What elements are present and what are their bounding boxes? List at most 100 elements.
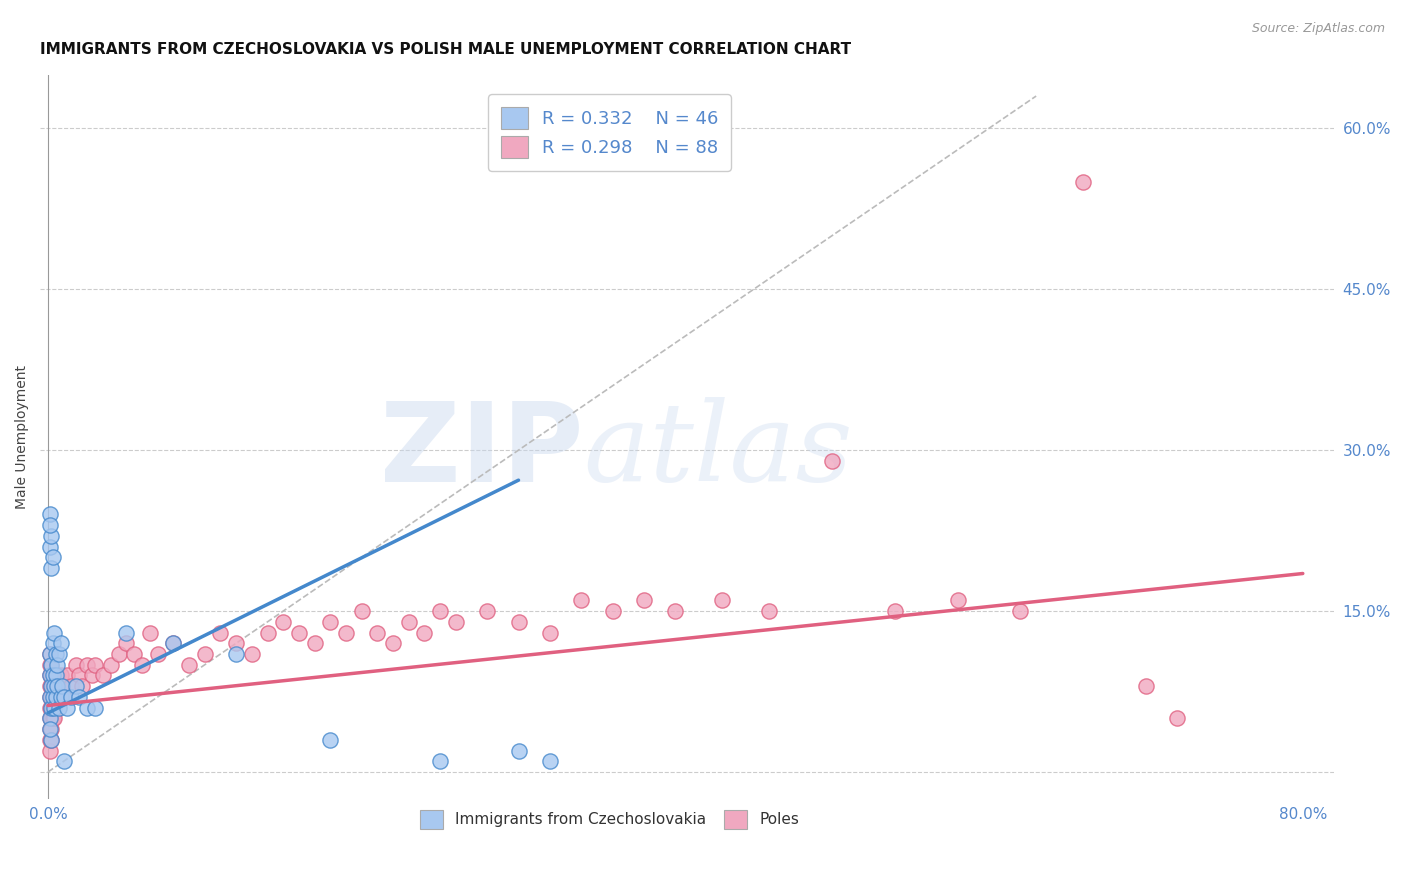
- Point: [1166, 711, 1188, 725]
- Text: Source: ZipAtlas.com: Source: ZipAtlas.com: [1251, 22, 1385, 36]
- Point: [80, 668, 103, 682]
- Point: [45, 690, 67, 704]
- Point: [84, 700, 107, 714]
- Point: [100, 657, 122, 672]
- Point: [49, 690, 72, 704]
- Point: [39, 657, 62, 672]
- Point: [271, 615, 294, 629]
- Point: [39, 700, 62, 714]
- Point: [115, 625, 138, 640]
- Point: [46, 679, 69, 693]
- Point: [38, 700, 60, 714]
- Point: [38, 668, 60, 682]
- Point: [429, 754, 451, 768]
- Point: [382, 636, 405, 650]
- Point: [39, 722, 62, 736]
- Point: [179, 657, 201, 672]
- Point: [45, 690, 67, 704]
- Point: [225, 636, 247, 650]
- Legend: Immigrants from Czechoslovakia, Poles: Immigrants from Czechoslovakia, Poles: [413, 804, 806, 835]
- Point: [569, 593, 592, 607]
- Point: [48, 690, 70, 704]
- Text: ZIP: ZIP: [380, 398, 583, 505]
- Point: [38, 540, 60, 554]
- Point: [131, 657, 153, 672]
- Point: [39, 700, 62, 714]
- Point: [45, 647, 67, 661]
- Point: [41, 679, 63, 693]
- Point: [39, 679, 62, 693]
- Point: [240, 647, 263, 661]
- Point: [107, 647, 129, 661]
- Point: [41, 636, 63, 650]
- Point: [41, 668, 63, 682]
- Point: [41, 690, 63, 704]
- Point: [38, 647, 60, 661]
- Point: [44, 711, 66, 725]
- Point: [538, 625, 561, 640]
- Point: [39, 711, 62, 725]
- Point: [884, 604, 907, 618]
- Point: [602, 604, 624, 618]
- Point: [633, 593, 655, 607]
- Point: [319, 615, 342, 629]
- Point: [44, 679, 66, 693]
- Point: [91, 668, 114, 682]
- Point: [429, 604, 451, 618]
- Point: [72, 679, 94, 693]
- Point: [48, 647, 70, 661]
- Point: [209, 625, 232, 640]
- Point: [60, 690, 83, 704]
- Point: [225, 647, 247, 661]
- Point: [508, 743, 530, 757]
- Point: [1010, 604, 1032, 618]
- Point: [350, 604, 373, 618]
- Point: [84, 657, 107, 672]
- Point: [55, 668, 77, 682]
- Point: [711, 593, 734, 607]
- Point: [821, 454, 844, 468]
- Point: [38, 679, 60, 693]
- Point: [115, 636, 138, 650]
- Point: [162, 636, 184, 650]
- Point: [162, 636, 184, 650]
- Point: [664, 604, 686, 618]
- Point: [38, 722, 60, 736]
- Text: IMMIGRANTS FROM CZECHOSLOVAKIA VS POLISH MALE UNEMPLOYMENT CORRELATION CHART: IMMIGRANTS FROM CZECHOSLOVAKIA VS POLISH…: [41, 42, 851, 57]
- Point: [41, 668, 63, 682]
- Point: [45, 668, 67, 682]
- Point: [1071, 175, 1094, 189]
- Point: [39, 690, 62, 704]
- Point: [44, 690, 66, 704]
- Point: [41, 690, 63, 704]
- Point: [44, 700, 66, 714]
- Point: [41, 550, 63, 565]
- Point: [39, 561, 62, 575]
- Point: [38, 711, 60, 725]
- Point: [335, 625, 357, 640]
- Point: [51, 679, 73, 693]
- Point: [51, 679, 73, 693]
- Point: [288, 625, 311, 640]
- Point: [45, 668, 67, 682]
- Point: [39, 732, 62, 747]
- Point: [44, 700, 66, 714]
- Point: [39, 668, 62, 682]
- Point: [39, 657, 62, 672]
- Point: [38, 508, 60, 522]
- Point: [946, 593, 969, 607]
- Point: [52, 754, 75, 768]
- Point: [194, 647, 217, 661]
- Point: [65, 679, 87, 693]
- Point: [538, 754, 561, 768]
- Point: [76, 657, 98, 672]
- Point: [38, 518, 60, 533]
- Point: [38, 690, 60, 704]
- Point: [758, 604, 780, 618]
- Point: [46, 668, 69, 682]
- Point: [65, 657, 87, 672]
- Point: [38, 732, 60, 747]
- Point: [67, 668, 90, 682]
- Point: [39, 732, 62, 747]
- Point: [38, 690, 60, 704]
